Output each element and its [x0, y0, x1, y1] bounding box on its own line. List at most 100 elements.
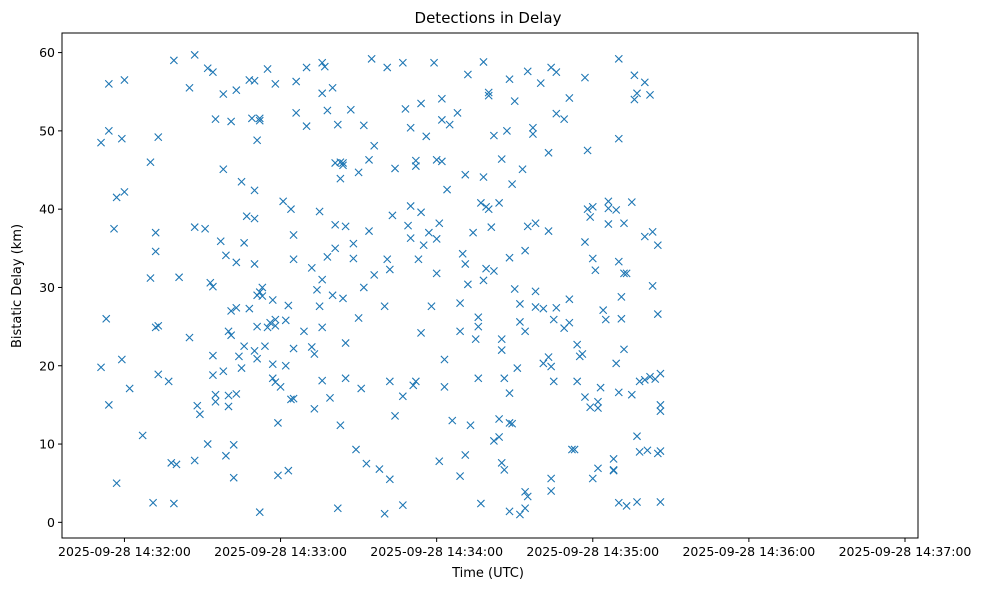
data-point-marker [573, 377, 582, 386]
data-point-marker [380, 509, 389, 518]
data-point-marker [292, 108, 301, 117]
data-point-marker [596, 383, 605, 392]
data-point-marker [505, 389, 514, 398]
data-point-marker [497, 458, 506, 467]
data-point-marker [380, 302, 389, 311]
data-point-marker [523, 222, 532, 231]
data-point-marker [656, 497, 665, 506]
data-point-marker [271, 315, 280, 324]
data-point-marker [614, 54, 623, 63]
data-point-marker [250, 259, 259, 268]
data-point-marker [630, 71, 639, 80]
data-point-marker [497, 346, 506, 355]
data-point-marker [648, 227, 657, 236]
data-point-marker [474, 322, 483, 331]
data-point-marker [318, 58, 327, 67]
data-point-marker [609, 466, 618, 475]
data-point-marker [323, 252, 332, 261]
data-point-marker [250, 214, 259, 223]
data-point-marker [560, 115, 569, 124]
data-point-marker [430, 58, 439, 67]
data-point-marker [339, 158, 347, 167]
data-point-marker [320, 62, 329, 71]
data-point-marker [620, 269, 628, 278]
plot-frame [61, 32, 919, 539]
data-point-marker [151, 247, 160, 256]
data-point-marker [146, 158, 155, 167]
data-point-marker [510, 285, 519, 294]
data-point-marker [604, 220, 613, 229]
data-point-marker [97, 363, 106, 372]
data-point-marker [531, 287, 540, 296]
data-point-marker [440, 355, 449, 364]
data-point-marker [523, 67, 532, 76]
data-point-marker [435, 219, 444, 228]
data-point-marker [307, 342, 316, 351]
data-point-marker [195, 410, 204, 419]
data-point-marker [456, 299, 465, 308]
data-point-marker [208, 282, 217, 291]
data-point-marker [601, 315, 610, 324]
data-point-marker [227, 306, 236, 315]
data-point-marker [331, 244, 340, 253]
data-point-marker [479, 276, 488, 285]
data-point-marker [365, 155, 374, 164]
data-point-marker [604, 204, 613, 213]
data-point-marker [398, 501, 407, 510]
data-point-marker [580, 238, 589, 247]
data-point-marker [255, 508, 264, 517]
data-point-marker [549, 315, 558, 324]
data-point-marker [640, 232, 649, 241]
x-tick-label: 2025-09-28 14:32:00 [58, 544, 191, 559]
data-point-marker [409, 381, 418, 390]
data-point-marker [633, 89, 641, 98]
data-point-marker [247, 114, 256, 123]
data-point-marker [528, 130, 537, 138]
data-point-marker [336, 421, 345, 430]
data-point-marker [505, 418, 514, 427]
data-point-marker [255, 116, 264, 125]
data-point-marker [310, 404, 319, 413]
data-point-marker [588, 202, 597, 211]
data-point-marker [312, 285, 321, 294]
data-point-marker [544, 227, 553, 236]
data-point-marker [484, 205, 493, 214]
data-point-marker [289, 255, 298, 264]
data-point-marker [385, 265, 394, 274]
data-point-marker [565, 93, 574, 102]
data-point-marker [414, 255, 423, 264]
data-point-marker [573, 340, 582, 349]
data-point-marker [466, 421, 475, 430]
data-point-marker [255, 288, 264, 297]
data-point-marker [258, 292, 267, 301]
data-point-marker [250, 186, 259, 195]
data-point-marker [609, 465, 618, 474]
data-point-marker [583, 205, 592, 214]
data-point-marker [536, 79, 545, 88]
data-point-marker [302, 63, 311, 72]
data-point-marker [120, 187, 129, 196]
data-point-marker [521, 246, 530, 255]
data-point-marker [474, 313, 483, 322]
y-tick-label: 40 [39, 202, 55, 217]
x-axis-label: Time (UTC) [451, 566, 524, 581]
y-tick-label: 30 [39, 280, 55, 295]
data-point-marker [521, 487, 530, 496]
data-point-marker [208, 68, 217, 77]
data-point-marker [299, 327, 308, 336]
data-point-marker [495, 433, 504, 441]
data-point-marker [646, 90, 655, 99]
plot-area [61, 32, 919, 539]
data-point-marker [539, 304, 548, 313]
data-point-marker [523, 492, 532, 501]
data-point-marker [219, 90, 228, 99]
data-point-marker [461, 451, 470, 459]
data-point-marker [284, 466, 293, 475]
data-point-marker [583, 146, 592, 155]
data-point-marker [281, 316, 290, 325]
data-point-marker [104, 400, 113, 409]
data-point-marker [630, 95, 639, 104]
data-point-marker [383, 63, 392, 72]
data-point-marker [120, 75, 129, 84]
data-point-marker [279, 197, 288, 206]
